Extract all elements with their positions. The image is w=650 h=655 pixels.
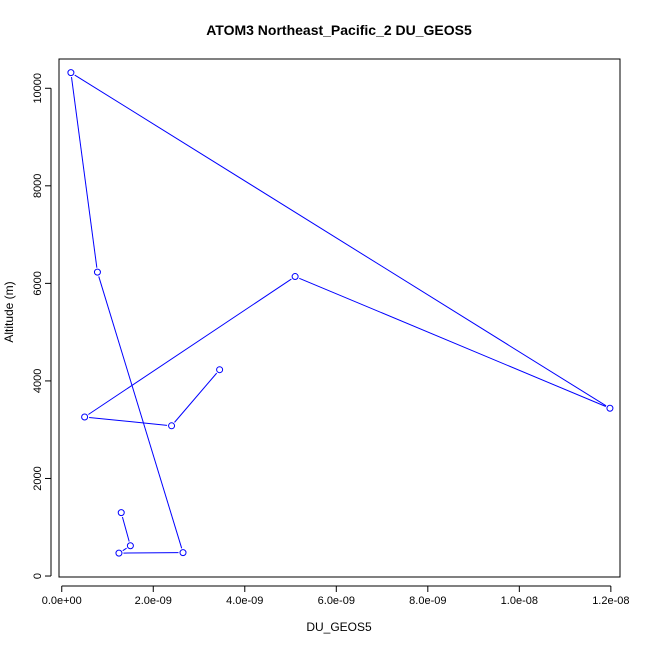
x-tick-label: 2.0e-09: [135, 595, 172, 607]
x-tick-label: 0.0e+00: [42, 595, 82, 607]
y-tick-label: 2000: [32, 466, 44, 490]
chart-title: ATOM3 Northeast_Pacific_2 DU_GEOS5: [206, 22, 472, 38]
y-tick-label: 8000: [32, 174, 44, 198]
y-tick-label: 0: [32, 573, 44, 579]
y-tick-label: 6000: [32, 271, 44, 295]
y-axis-label: Altitude (m): [2, 281, 16, 342]
x-tick-label: 8.0e-09: [409, 595, 446, 607]
y-tick-label: 10000: [32, 73, 44, 104]
y-tick-label: 4000: [32, 369, 44, 393]
x-tick-label: 1.0e-08: [501, 595, 538, 607]
x-axis-label: DU_GEOS5: [306, 620, 372, 634]
x-tick-label: 6.0e-09: [318, 595, 355, 607]
x-tick-label: 4.0e-09: [226, 595, 263, 607]
x-tick-label: 1.2e-08: [592, 595, 629, 607]
